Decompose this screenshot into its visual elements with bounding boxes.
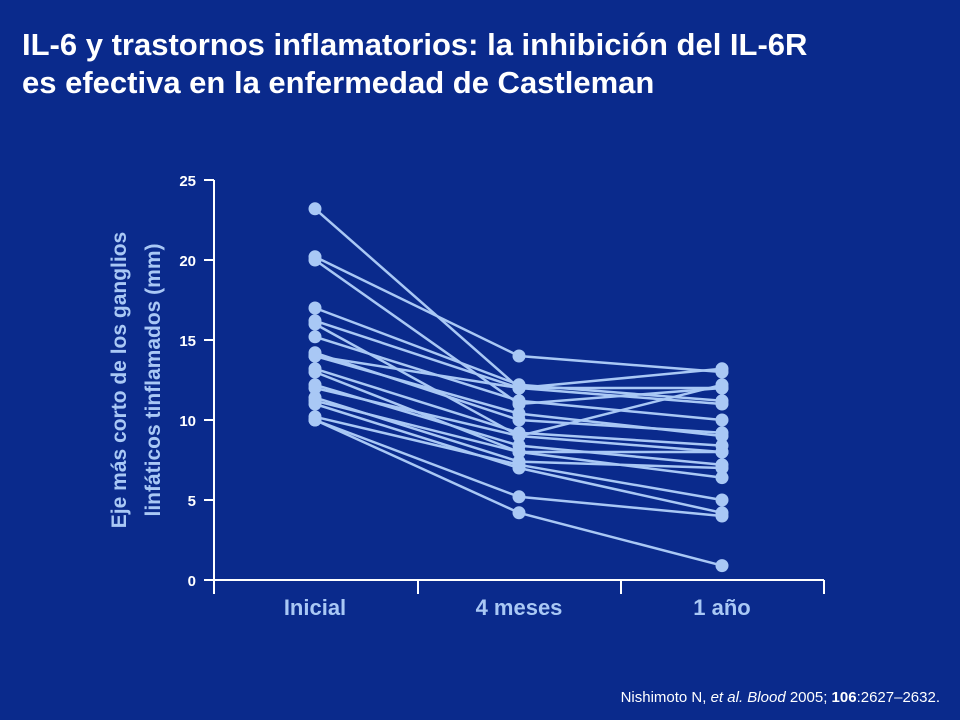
data-point (308, 381, 322, 395)
data-point (715, 413, 729, 427)
data-point (512, 381, 526, 395)
data-point (715, 378, 729, 392)
slide-title-line-2: es efectiva en la enfermedad de Castlema… (22, 65, 655, 100)
y-tick-label: 0 (188, 573, 196, 590)
x-tick-label: 1 año (693, 595, 750, 620)
citation-etal: et al. (710, 689, 744, 706)
y-tick-label: 25 (179, 173, 196, 190)
data-point (308, 365, 322, 379)
data-point (512, 394, 526, 408)
data-point (715, 397, 729, 411)
data-point (308, 413, 322, 427)
data-point (512, 490, 526, 504)
citation: Nishimoto N, et al. Blood 2005; 106:2627… (621, 689, 940, 706)
data-point (715, 429, 729, 443)
data-point (308, 330, 322, 344)
data-point (715, 445, 729, 459)
citation-volume: 106 (831, 689, 857, 706)
data-point (715, 362, 729, 376)
data-point (308, 301, 322, 315)
data-point (308, 202, 322, 216)
data-point (512, 445, 526, 459)
data-point (308, 397, 322, 411)
citation-authors: Nishimoto N, (620, 689, 711, 706)
y-axis-label-line-2: linfáticos tinflamados (mm) (142, 243, 165, 516)
data-point (512, 407, 526, 421)
data-point (715, 471, 729, 485)
data-point (512, 349, 526, 363)
series-points (308, 202, 729, 573)
citation-year: 2005; (785, 689, 832, 706)
y-tick-label: 10 (179, 413, 196, 430)
data-point (715, 506, 729, 520)
chart-axes: 0 5 10 15 20 25 Inicial 4 meses 1 año (179, 173, 825, 620)
y-tick-label: 20 (179, 253, 196, 270)
citation-pages: :2627–2632. (856, 689, 940, 706)
y-tick-label: 5 (188, 493, 196, 510)
y-tick-label: 15 (179, 333, 196, 350)
data-point (512, 506, 526, 520)
y-axis-label-line-1: Eje más corto de los ganglios (108, 232, 131, 528)
citation-journal: Blood (743, 689, 786, 706)
data-point (512, 429, 526, 443)
slide-title-line-1: IL-6 y trastornos inflamatorios: la inhi… (22, 27, 808, 62)
data-point (715, 493, 729, 507)
data-point (715, 559, 729, 573)
data-point (308, 349, 322, 363)
x-tick-label: 4 meses (476, 595, 563, 620)
data-point (308, 253, 322, 267)
slide-title: IL-6 y trastornos inflamatorios: la inhi… (22, 26, 922, 102)
x-tick-label: Inicial (284, 595, 346, 620)
data-point (715, 461, 729, 475)
data-point (308, 317, 322, 331)
data-point (512, 461, 526, 475)
